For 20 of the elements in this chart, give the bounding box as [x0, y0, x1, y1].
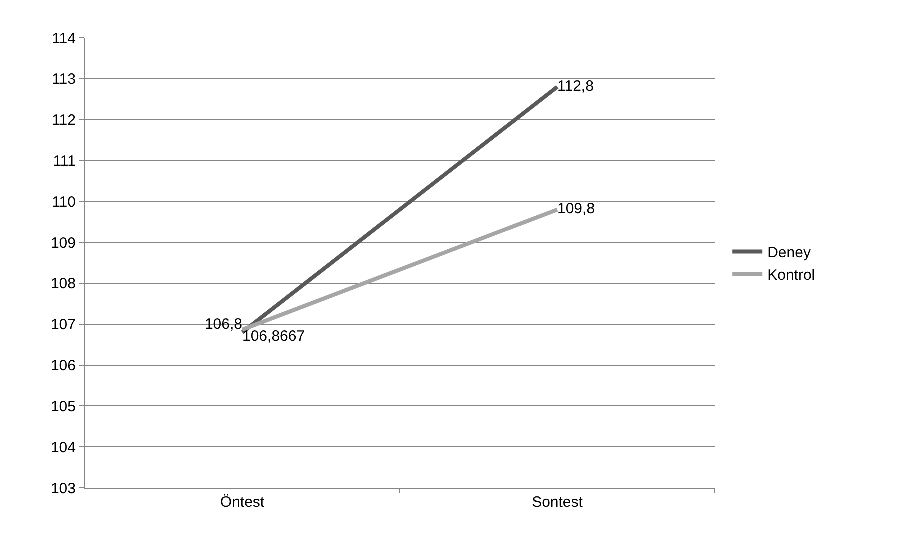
y-tick-label: 112: [52, 112, 76, 130]
data-label: 106,8: [204, 316, 242, 333]
x-tick-label: Öntest: [220, 494, 266, 511]
data-label: 112,8: [558, 78, 594, 95]
x-tick-label: Sontest: [532, 494, 584, 511]
y-tick-label: 109: [50, 234, 76, 252]
y-tick-label: 110: [52, 194, 76, 211]
y-tick-label: 103: [50, 480, 76, 498]
data-label: 106,8667: [242, 328, 306, 346]
y-tick-label: 111: [53, 152, 76, 170]
y-tick-label: 104: [50, 439, 76, 456]
legend-label: Kontrol: [768, 267, 816, 284]
data-label: 109,8: [558, 200, 596, 218]
y-tick-label: 108: [50, 276, 76, 293]
y-tick-label: 107: [50, 316, 76, 334]
legend-label: Deney: [768, 244, 812, 262]
y-tick-label: 114: [52, 30, 76, 48]
y-tick-label: 105: [50, 398, 76, 416]
y-tick-label: 106: [50, 358, 76, 375]
y-tick-label: 113: [52, 71, 76, 88]
